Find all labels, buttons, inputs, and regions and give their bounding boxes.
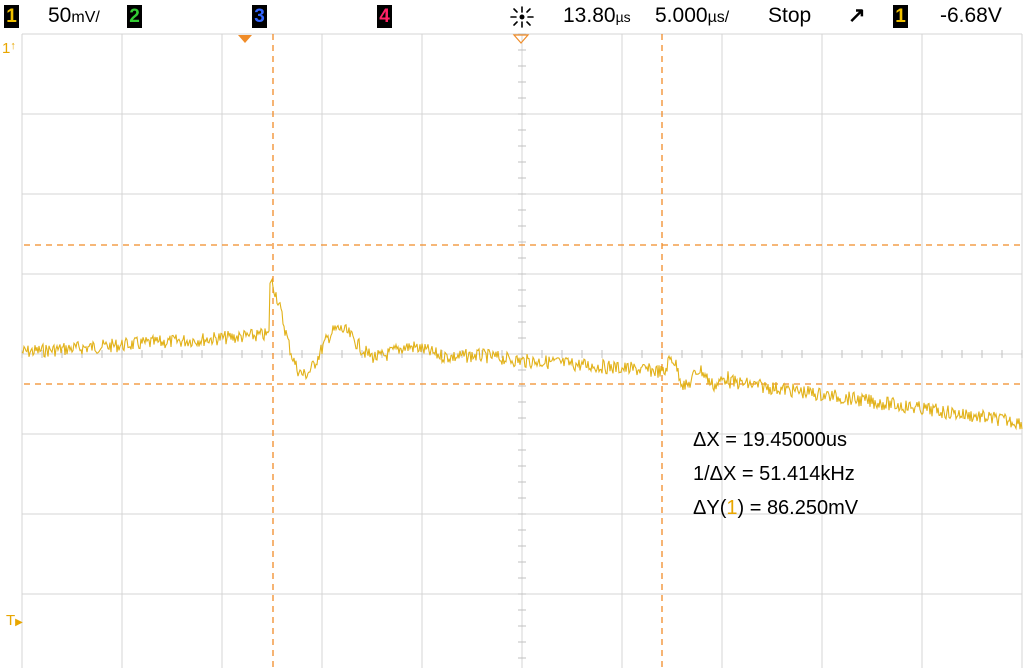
ch1-badge[interactable]: 1: [4, 5, 19, 28]
ch3-badge[interactable]: 3: [252, 5, 267, 28]
ch1-waveform-trace: [21, 277, 1023, 431]
ch1-ground-label: 1: [2, 40, 11, 57]
time-scale[interactable]: 5.000µs/: [655, 4, 729, 30]
delta-x-readout: ΔX = 19.45000us: [693, 429, 848, 451]
delta-y-channel: 1: [726, 497, 738, 519]
right-arrow-icon: ▶: [15, 617, 23, 628]
trigger-channel-badge[interactable]: 1: [893, 5, 908, 28]
time-scale-value: 5.000: [655, 4, 708, 27]
acquisition-icon: [510, 6, 534, 28]
trigger-level-marker[interactable]: T▶: [6, 612, 23, 629]
time-reference-marker: [512, 34, 530, 44]
inverse-delta-x-readout: 1/ΔX = 51.414kHz: [693, 463, 855, 485]
up-arrow-icon: ↑: [10, 40, 16, 52]
time-delay-value: 13.80: [563, 4, 616, 27]
trigger-level-label: T: [6, 612, 16, 629]
trigger-level[interactable]: -6.68V: [940, 4, 1002, 27]
delta-y-readout: ΔY(1) = 86.250mV: [693, 496, 858, 520]
time-delay[interactable]: 13.80µs: [563, 4, 631, 29]
graticule-grid: [21, 33, 1023, 668]
ch1-ground-marker[interactable]: 1↑: [2, 40, 16, 57]
status-bar: 1 50mV/ 2 3 4 13.80µs 5.000µs/ Stop ↗ 1 …: [0, 0, 1024, 33]
run-state[interactable]: Stop: [768, 4, 812, 27]
trigger-slope-icon[interactable]: ↗: [848, 4, 866, 27]
trigger-position-marker: [238, 35, 252, 43]
ch1-scale[interactable]: 50mV/: [48, 4, 100, 30]
ch4-badge[interactable]: 4: [377, 5, 392, 28]
ch2-badge[interactable]: 2: [127, 5, 142, 28]
delta-y-prefix: ΔY(: [693, 497, 727, 519]
delta-y-value: ) = 86.250mV: [737, 497, 859, 519]
ch1-scale-value: 50: [48, 4, 72, 27]
time-scale-unit: µs/: [707, 9, 730, 26]
time-delay-unit: µs: [615, 9, 631, 25]
ch1-scale-unit: mV/: [71, 9, 100, 26]
